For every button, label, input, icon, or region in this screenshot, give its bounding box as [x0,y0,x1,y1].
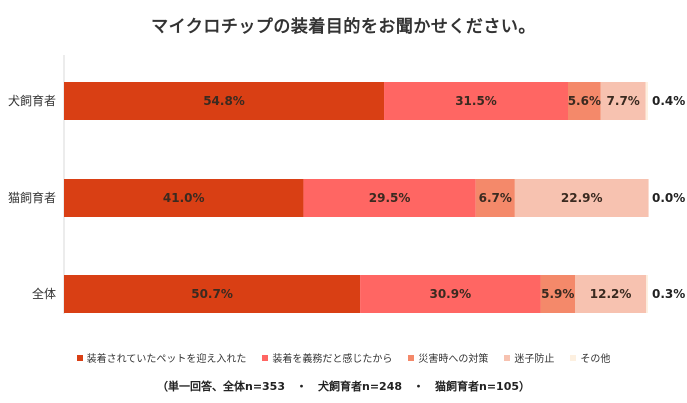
sample-size-note: （単一回答、全体n=353 ・ 犬飼育者n=248 ・ 猫飼育者n=105） [156,380,531,393]
legend-label: その他 [580,354,611,365]
bar-segment [360,275,541,313]
legend-item: 災害時への対策 [408,350,488,365]
bar-segment [645,82,648,120]
data-label: 12.2% [590,287,632,301]
data-label: 7.7% [607,94,640,108]
legend-label: 迷子防止 [514,354,555,365]
legend-swatch [504,354,511,361]
bar-segment [514,179,649,217]
legend-swatch [262,354,269,361]
data-label: 5.6% [568,94,601,108]
chart-title: マイクロチップの装着目的をお聞かせください。 [151,17,536,37]
data-label: 31.5% [455,94,497,108]
bar-segment [475,179,515,217]
bar-segment [540,275,575,313]
legend-swatch [408,354,415,361]
data-label: 6.7% [479,191,512,205]
bar-segment [384,82,568,120]
bar-segment [567,82,601,120]
legend-label: 災害時への対策 [418,354,489,365]
data-label: 50.7% [191,287,233,301]
legend-swatch [570,354,577,361]
data-label: 41.0% [163,191,205,205]
data-label: 0.0% [652,191,685,205]
data-label: 0.3% [652,287,685,301]
category-label: 全体 [32,286,56,301]
legend-item: その他 [570,350,610,365]
legend-label: 装着を義務だと感じたから [272,354,393,365]
bar-segment [303,179,476,217]
legend-item: 迷子防止 [504,350,554,365]
bar-segment [64,179,304,217]
bar-segment [575,275,647,313]
legend-item: 装着を義務だと感じたから [262,350,392,365]
category-label: 犬飼育者 [8,93,56,108]
data-label: 30.9% [429,287,471,301]
legend: 装着されていたペットを迎え入れた 装着を義務だと感じたから 災害時への対策 迷子… [0,350,687,365]
legend-item: 装着されていたペットを迎え入れた [76,350,247,365]
data-label: 0.4% [652,94,685,108]
bar-segment [646,275,648,313]
data-label: 29.5% [369,191,411,205]
bar-segment [64,275,361,313]
legend-label: 装着されていたペットを迎え入れた [86,354,247,365]
data-label: 54.8% [203,94,245,108]
legend-swatch [76,354,83,361]
bar-segment [64,82,385,120]
data-label: 22.9% [561,191,603,205]
bar-segment [600,82,646,120]
category-label: 猫飼育者 [8,190,56,205]
data-label: 5.9% [541,287,574,301]
